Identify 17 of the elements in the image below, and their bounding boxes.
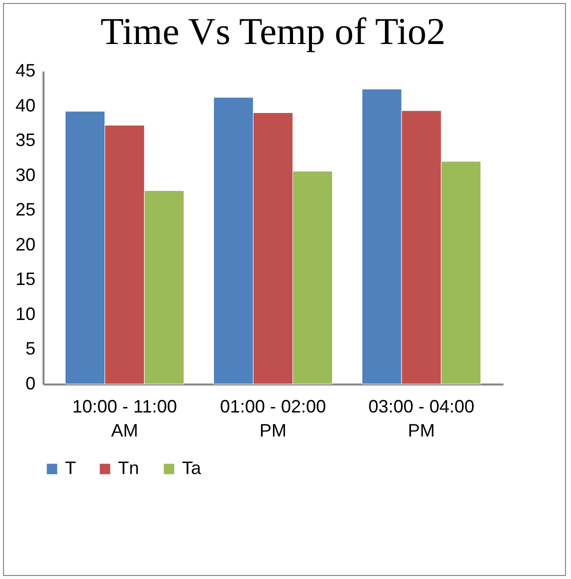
legend-label: Tn: [118, 458, 140, 478]
x-tick-label: 03:00 - 04:00 PM: [368, 396, 474, 440]
legend-label: Ta: [182, 458, 202, 478]
y-tick-label: 10: [15, 304, 36, 324]
y-tick-label: 5: [25, 338, 36, 359]
y-tick-label: 20: [15, 234, 36, 254]
y-tick-label: 40: [15, 95, 36, 116]
y-tick-label: 30: [15, 164, 36, 185]
x-tick-label: 10:00 - 11:00 AM: [72, 396, 177, 440]
y-tick-label: 15: [15, 269, 36, 290]
y-tick-label: 0: [25, 374, 36, 394]
y-tick-label: 25: [15, 200, 36, 220]
legend-label: T: [65, 458, 76, 478]
y-tick-label: 45: [15, 60, 36, 80]
x-tick-label: 01:00 - 02:00 PM: [220, 396, 326, 440]
chart-title: Time Vs Temp of Tio2: [100, 11, 446, 53]
y-tick-label: 35: [15, 130, 36, 150]
